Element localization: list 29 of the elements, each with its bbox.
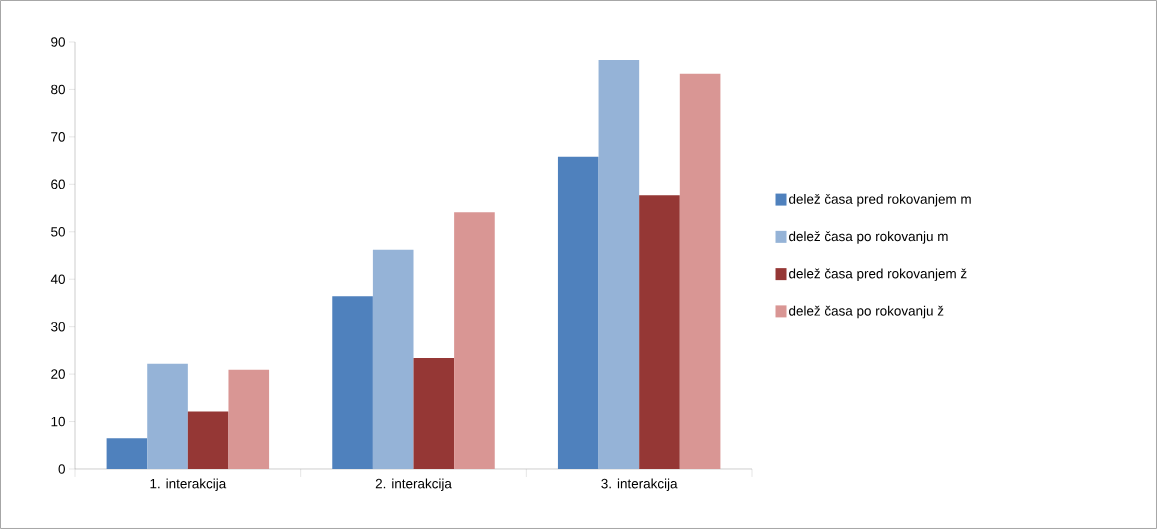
y-tick-label: 70 [51,132,65,142]
y-tick-label: 50 [51,227,65,237]
bar [413,357,455,469]
y-tick-label: 10 [51,416,65,427]
bar [639,195,680,469]
bar [679,73,721,469]
x-tick-label: 2. interakcija [375,478,452,492]
bar [598,60,640,469]
bar [557,156,599,469]
x-tick-label: 1. interakcija [150,478,227,492]
y-tick-label: 0 [58,464,65,474]
legend-label: delež časa po rokovanju ž [789,305,944,319]
y-tick-label: 60 [51,179,65,190]
bar [187,411,229,469]
bar [372,249,414,469]
bar [454,212,495,469]
y-tick-label: 30 [51,321,65,332]
y-tick-label: 40 [50,274,65,284]
legend-label: delež časa po rokovanju m [789,231,948,244]
x-tick-label: 3. interakcija [601,478,678,492]
legend-label: delež časa pred rokovanjem m [789,193,971,207]
bar [228,369,270,469]
bar [147,363,188,469]
bar [106,438,148,469]
bar [332,296,373,469]
y-tick-label: 80 [51,84,65,95]
y-tick-label: 90 [51,37,65,47]
legend-label: delež časa pred rokovanjem ž [789,268,967,282]
y-tick-label: 20 [51,369,65,379]
